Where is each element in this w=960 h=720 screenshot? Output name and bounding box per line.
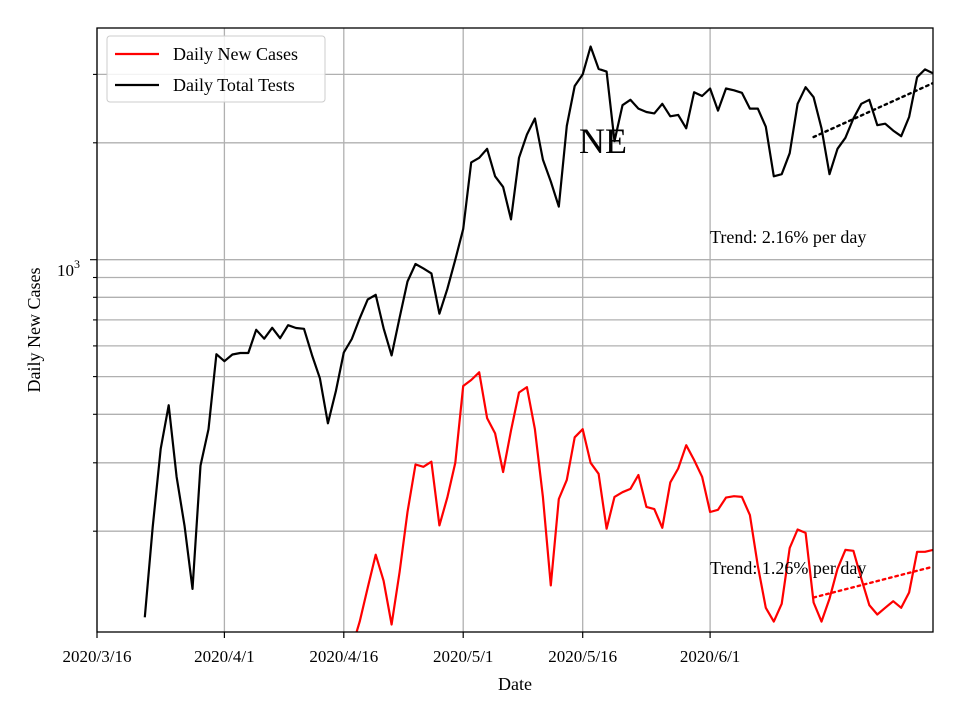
trend-annotation-cases: Trend: 1.26% per day: [710, 558, 866, 578]
axis-ticks: 2020/3/16 2020/4/1 2020/4/16 2020/5/1 2020/5…: [63, 73, 740, 666]
y-axis-label: Daily New Cases: [24, 268, 44, 393]
y-tick-label-1000: 103: [57, 257, 80, 280]
legend-frame: [106, 35, 326, 103]
x-tick-label: 2020/3/16: [63, 647, 132, 666]
trend-line-cases: [812, 565, 933, 599]
x-tick-label: 2020/5/1: [433, 647, 493, 666]
x-tick-label: 2020/5/16: [548, 647, 617, 666]
plot-series: [143, 45, 933, 632]
series-daily-total-tests: [143, 45, 933, 618]
x-tick-label: 2020/6/1: [680, 647, 740, 666]
x-tick-label: 2020/4/1: [194, 647, 254, 666]
trend-lines: [812, 81, 933, 599]
x-axis-label: Date: [498, 674, 532, 694]
plot-frame: [96, 27, 934, 633]
series-daily-new-cases: [355, 371, 933, 632]
x-tick-label: 2020/4/16: [309, 647, 378, 666]
legend-label-tests: Daily Total Tests: [173, 75, 295, 95]
state-label: NE: [579, 121, 627, 161]
trend-line-tests: [812, 81, 933, 139]
legend-label-cases: Daily New Cases: [173, 44, 298, 64]
trend-annotation-tests: Trend: 2.16% per day: [710, 227, 866, 247]
grid: [96, 28, 933, 632]
legend: Daily New Cases Daily Total Tests: [106, 35, 326, 103]
